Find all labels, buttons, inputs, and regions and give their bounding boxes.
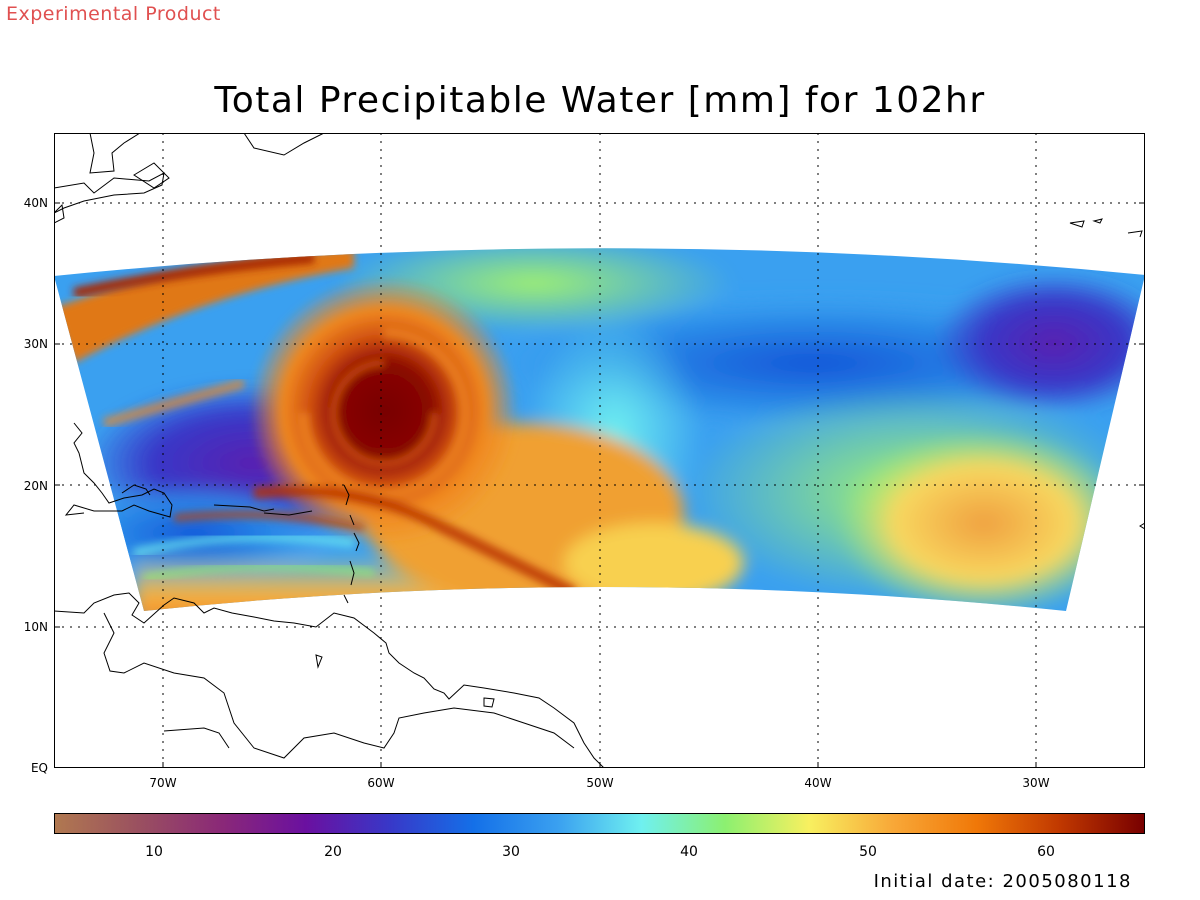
lon-label-50w: 50W: [586, 776, 614, 790]
precipitable-water-field: [54, 248, 1145, 611]
lat-label-30n: 30N: [23, 337, 48, 351]
lon-label-60w: 60W: [367, 776, 395, 790]
graticule: [54, 133, 1145, 768]
colorbar-label-10: 10: [145, 844, 163, 860]
colorbar: [54, 813, 1145, 834]
map-border: [54, 133, 1145, 768]
colorbar-label-20: 20: [324, 844, 342, 860]
colorbar-label-40: 40: [680, 844, 698, 860]
experimental-product-watermark: Experimental Product: [6, 3, 221, 25]
colorbar-label-30: 30: [502, 844, 520, 860]
colorbar-label-60: 60: [1037, 844, 1055, 860]
colorbar-label-50: 50: [859, 844, 877, 860]
lat-label-40n: 40N: [23, 196, 48, 210]
map-title: Total Precipitable Water [mm] for 102hr: [214, 80, 986, 121]
coastline-overlay: [54, 133, 1145, 768]
initial-date: Initial date: 2005080118: [873, 871, 1132, 892]
lon-label-70w: 70W: [149, 776, 177, 790]
map-panel: [54, 133, 1145, 768]
lat-label-20n: 20N: [23, 479, 48, 493]
lon-label-30w: 30W: [1022, 776, 1050, 790]
lon-label-40w: 40W: [804, 776, 832, 790]
lat-label-10n: 10N: [23, 620, 48, 634]
lat-label-eq: EQ: [30, 761, 48, 775]
